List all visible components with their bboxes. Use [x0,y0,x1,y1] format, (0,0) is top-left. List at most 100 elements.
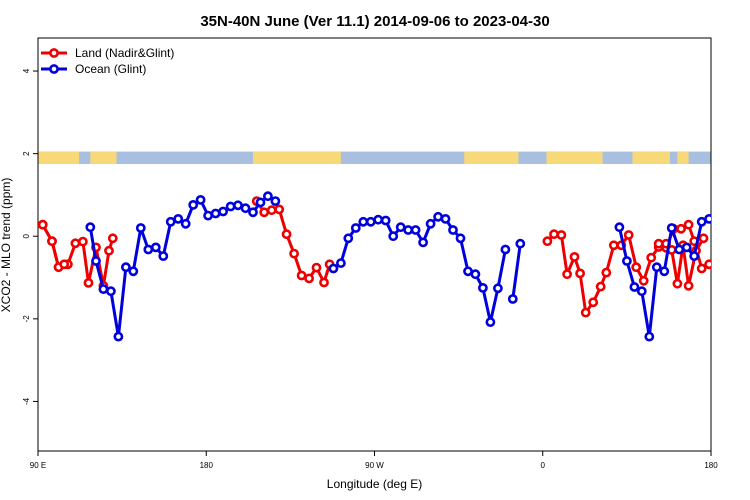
data-point [515,238,526,249]
land-band [90,151,117,164]
y-tick-label: 2 [22,151,31,156]
data-point [485,317,496,327]
data-point [195,194,206,205]
data-point [569,251,580,262]
data-point [274,204,285,215]
data-point [651,262,662,273]
data-point [180,218,191,229]
data-point [659,266,670,277]
legend: Land (Nadir&Glint) Ocean (Glint) [41,46,174,76]
legend-marker [49,48,59,58]
data-point [681,242,692,253]
data-point [158,251,169,261]
data-point [70,238,81,249]
data-point [674,244,685,255]
data-point [104,245,114,256]
data-point [59,259,70,270]
legend-label: Ocean (Glint) [75,62,146,76]
series-line [511,243,522,300]
data-point [704,259,711,270]
x-tick-label: 180 [704,461,718,470]
y-tick-label: 0 [22,233,31,238]
data-point [248,207,258,218]
data-point [289,248,299,259]
data-point [47,236,57,247]
data-point [270,196,281,206]
data-point [549,229,559,240]
data-point [395,222,406,233]
y-tick-label: 4 [22,68,31,73]
data-point [143,244,154,255]
data-point [388,231,399,242]
data-point [98,284,109,294]
map-strip [38,151,711,164]
data-point [259,207,270,218]
y-axis: -4 -2 0 2 4 [22,68,38,405]
data-point [113,331,124,342]
data-point [666,223,677,233]
data-point [672,278,683,289]
data-point [588,297,599,308]
x-tick-label: 90 E [30,461,46,470]
data-point [623,230,634,240]
data-point [188,199,199,210]
data-point [85,222,96,233]
data-point [470,269,481,280]
chart-title: 35N-40N June (Ver 11.1) 2014-09-06 to 20… [200,13,549,30]
data-point [335,258,346,268]
data-point [448,225,458,235]
data-point [638,275,649,286]
data-point [319,277,329,288]
ocean-band [38,151,711,164]
data-point [556,230,567,240]
data-point [281,229,292,240]
series-line [41,223,115,288]
data-point [455,233,466,244]
data-point [203,210,213,221]
data-point [107,233,118,244]
data-point [173,213,184,224]
data-point [500,244,511,255]
data-point [542,236,553,247]
data-point [240,203,251,214]
data-point [410,225,421,235]
data-point [696,263,707,274]
data-point [575,268,585,279]
data-point [644,331,655,342]
x-axis-label: Longitude (deg E) [327,477,422,491]
data-point [343,233,354,244]
data-point [689,251,700,261]
series-land [38,196,711,318]
y-axis-label: XCO2 - MLO trend (ppm) [0,178,13,313]
data-point [233,200,243,211]
data-point [580,307,591,318]
y-tick-label: -2 [22,315,31,323]
data-point [440,213,451,224]
data-point [646,252,657,263]
data-point [328,263,339,274]
data-point [608,240,619,251]
data-point [225,201,236,212]
data-point [106,286,116,297]
legend-marker [49,64,59,74]
data-point [683,280,694,291]
data-point [492,283,503,294]
x-tick-label: 0 [541,461,546,470]
data-point [91,256,101,266]
data-point [121,262,131,273]
data-point [128,266,139,277]
data-point [358,216,369,227]
data-point [631,262,642,273]
data-point [262,191,273,202]
data-point [38,219,48,230]
data-point [83,277,94,288]
series-layer [38,191,711,342]
data-point [304,273,314,284]
data-point [350,223,361,233]
data-point [629,282,640,292]
x-axis: 90 E 180 90 W 0 180 [30,451,718,470]
data-point [255,197,266,208]
data-point [150,242,161,253]
data-point [210,208,221,219]
